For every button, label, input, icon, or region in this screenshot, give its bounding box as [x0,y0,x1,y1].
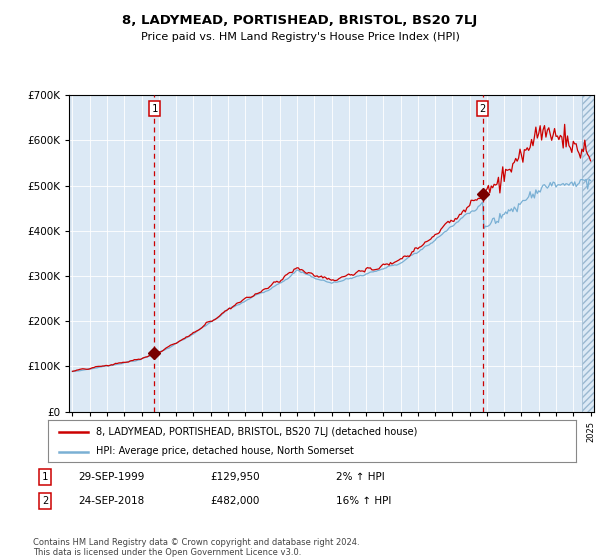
Text: HPI: Average price, detached house, North Somerset: HPI: Average price, detached house, Nort… [95,446,353,456]
Text: 16% ↑ HPI: 16% ↑ HPI [336,496,391,506]
Text: 8, LADYMEAD, PORTISHEAD, BRISTOL, BS20 7LJ: 8, LADYMEAD, PORTISHEAD, BRISTOL, BS20 7… [122,14,478,27]
Text: 2: 2 [479,104,486,114]
Text: 1: 1 [42,472,48,482]
Text: Contains HM Land Registry data © Crown copyright and database right 2024.
This d: Contains HM Land Registry data © Crown c… [33,538,359,557]
Text: 2: 2 [42,496,48,506]
Text: £129,950: £129,950 [210,472,260,482]
Text: Price paid vs. HM Land Registry's House Price Index (HPI): Price paid vs. HM Land Registry's House … [140,32,460,43]
Bar [582,95,600,412]
Text: 29-SEP-1999: 29-SEP-1999 [78,472,145,482]
Text: £482,000: £482,000 [210,496,259,506]
Text: 2% ↑ HPI: 2% ↑ HPI [336,472,385,482]
Text: 24-SEP-2018: 24-SEP-2018 [78,496,144,506]
Text: 1: 1 [151,104,158,114]
Text: 8, LADYMEAD, PORTISHEAD, BRISTOL, BS20 7LJ (detached house): 8, LADYMEAD, PORTISHEAD, BRISTOL, BS20 7… [95,427,417,437]
